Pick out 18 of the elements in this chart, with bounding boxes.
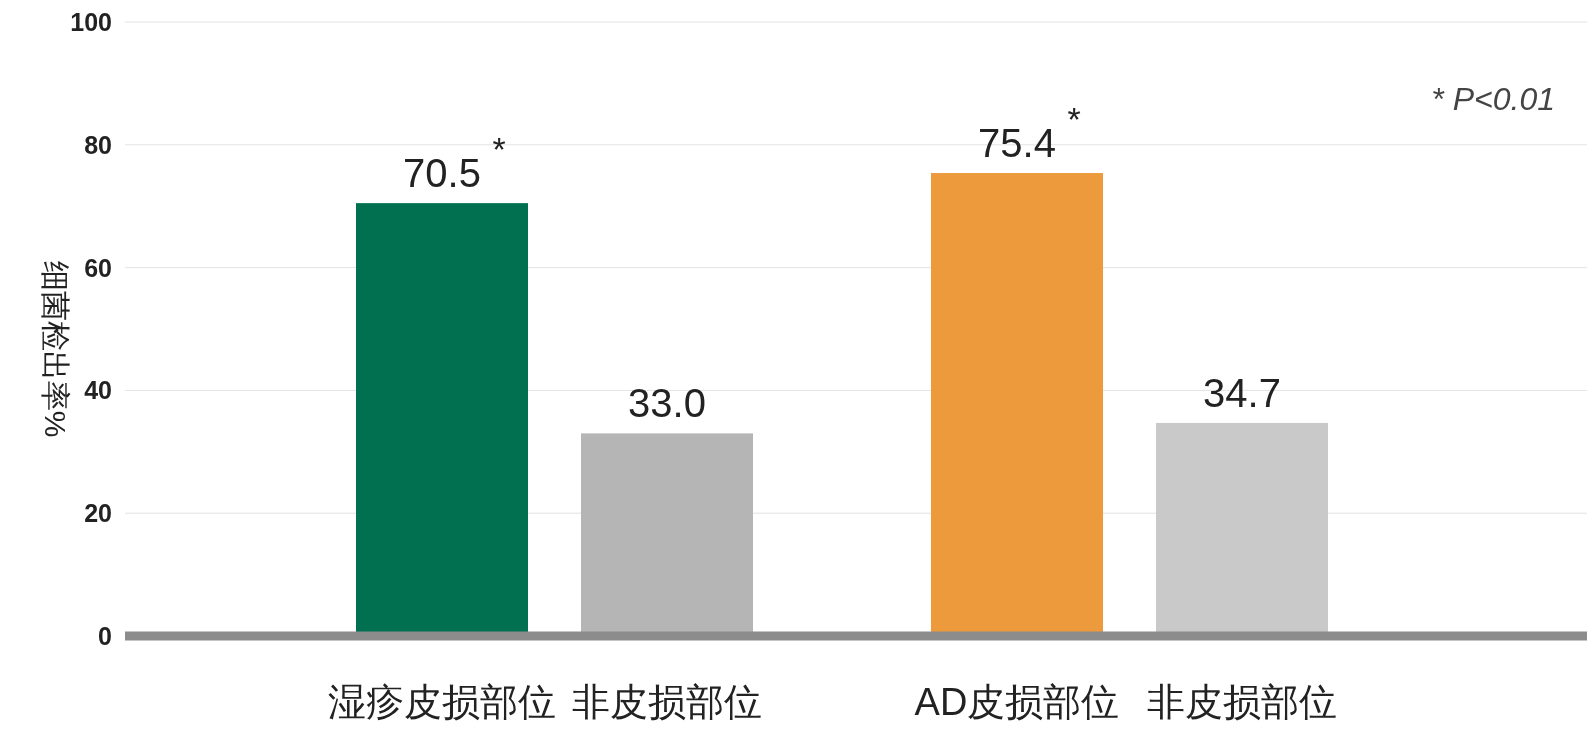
x-tick-label: 非皮损部位 bbox=[1147, 681, 1337, 723]
x-tick-label: 湿疹皮损部位 bbox=[328, 681, 556, 723]
annotation: * bbox=[1067, 100, 1081, 139]
y-tick-label: 60 bbox=[84, 253, 112, 282]
data-label: 70.5 bbox=[403, 151, 481, 196]
y-tick-label: 40 bbox=[84, 376, 112, 405]
y-axis-title: 细菌检出率% bbox=[39, 260, 72, 438]
y-tick-label: 100 bbox=[70, 8, 112, 36]
y-tick-label: 0 bbox=[98, 622, 112, 650]
y-tick-label: 80 bbox=[84, 130, 112, 159]
annotation: * P<0.01 bbox=[1431, 81, 1555, 117]
y-tick-label: 20 bbox=[84, 499, 112, 528]
data-label: 33.0 bbox=[628, 381, 706, 426]
data-label: 34.7 bbox=[1203, 370, 1281, 415]
x-tick-label: AD皮损部位 bbox=[914, 681, 1120, 723]
annotation: * bbox=[492, 130, 506, 169]
data-label: 75.4 bbox=[978, 121, 1056, 166]
x-tick-label: 非皮损部位 bbox=[572, 681, 762, 723]
